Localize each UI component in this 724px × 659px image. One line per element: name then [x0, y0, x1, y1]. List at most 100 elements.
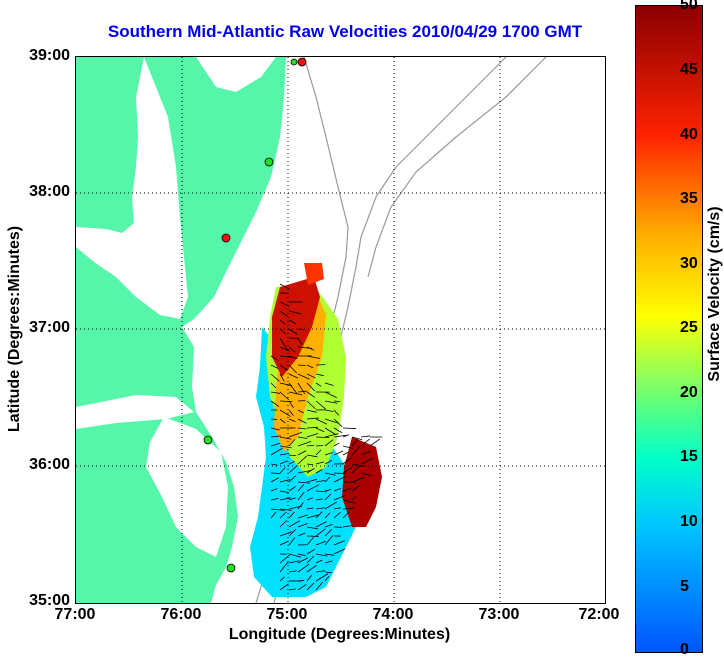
velocity-arrow	[297, 390, 307, 393]
velocity-arrow	[288, 511, 295, 519]
velocity-arrow	[306, 575, 313, 582]
velocity-arrow	[297, 400, 306, 402]
station-marker	[226, 563, 236, 573]
velocity-arrow	[279, 310, 288, 317]
velocity-arrow	[333, 409, 339, 416]
velocity-arrow	[342, 525, 353, 528]
velocity-arrow	[288, 486, 296, 492]
velocity-arrow	[288, 553, 302, 558]
velocity-arrow	[270, 373, 280, 382]
velocity-arrow	[306, 463, 314, 466]
velocity-arrow	[270, 355, 279, 361]
velocity-vectors	[270, 283, 383, 591]
velocity-arrow	[288, 520, 301, 528]
velocity-arrow	[279, 400, 293, 403]
velocity-arrow	[297, 557, 308, 564]
velocity-arrow	[315, 469, 323, 474]
velocity-arrow	[297, 553, 306, 557]
velocity-arrow	[333, 450, 344, 456]
velocity-arrow	[324, 535, 334, 546]
velocity-arrow	[306, 484, 320, 492]
velocity-arrow	[297, 514, 308, 519]
velocity-arrow	[288, 528, 297, 537]
station-marker	[297, 57, 307, 67]
colorbar-tick: 45	[680, 61, 698, 78]
velocity-arrow	[270, 497, 279, 501]
y-tick-label: 37:00	[29, 319, 70, 336]
velocity-arrow	[297, 328, 305, 331]
velocity-arrow	[270, 442, 281, 447]
velocity-arrow	[360, 438, 371, 447]
velocity-arrow	[315, 461, 325, 465]
velocity-arrow	[315, 436, 330, 438]
velocity-arrow	[333, 488, 341, 492]
velocity-arrow	[306, 355, 320, 359]
velocity-arrow	[279, 283, 290, 290]
velocity-arrow	[297, 436, 308, 439]
velocity-arrow	[279, 391, 290, 401]
velocity-arrow	[306, 467, 315, 474]
velocity-arrow	[288, 537, 296, 546]
velocity-arrow	[288, 560, 300, 564]
velocity-arrow	[324, 528, 333, 537]
velocity-field	[272, 277, 320, 377]
velocity-arrow	[333, 548, 346, 555]
x-tick-label: 73:00	[478, 606, 520, 623]
velocity-arrow	[297, 469, 312, 474]
velocity-arrow	[306, 507, 314, 510]
velocity-arrow	[315, 373, 324, 377]
velocity-arrow	[279, 364, 288, 371]
velocity-arrow	[279, 328, 286, 335]
velocity-arrow	[324, 493, 332, 501]
velocity-arrow	[270, 511, 277, 519]
velocity-arrow	[351, 445, 361, 456]
velocity-arrow	[351, 463, 366, 467]
velocity-arrow	[288, 461, 295, 465]
velocity-arrow	[306, 548, 316, 555]
velocity-arrow	[297, 382, 306, 395]
velocity-arrow	[279, 576, 285, 582]
velocity-arrow	[324, 553, 335, 556]
colorbar-tick: 30	[680, 255, 698, 272]
velocity-field	[342, 437, 382, 527]
x-tick-label: 76:00	[160, 606, 202, 623]
velocity-arrow	[333, 511, 341, 519]
colorbar-tick: 25	[680, 319, 698, 336]
velocity-arrow	[270, 435, 281, 438]
x-tick-label: 77:00	[54, 606, 96, 623]
velocity-arrow	[342, 434, 350, 438]
velocity-arrow	[270, 477, 279, 483]
velocity-arrow	[306, 382, 316, 392]
velocity-arrow	[279, 490, 289, 493]
velocity-arrow	[360, 472, 372, 477]
velocity-arrow	[333, 427, 343, 434]
velocity-arrow	[351, 495, 357, 501]
velocity-arrow	[297, 563, 310, 573]
velocity-arrow	[306, 426, 318, 429]
velocity-arrow	[288, 497, 296, 501]
velocity-arrow	[351, 438, 359, 447]
colorbar	[635, 5, 703, 653]
velocity-arrow	[270, 463, 278, 466]
velocity-arrow	[315, 382, 322, 387]
velocity-arrow	[306, 582, 315, 591]
velocity-arrow	[279, 409, 292, 417]
velocity-arrow	[315, 418, 327, 425]
velocity-arrow	[288, 418, 296, 422]
bathymetry-contour	[367, 57, 547, 278]
velocity-arrow	[315, 444, 324, 447]
velocity-arrow	[270, 364, 279, 369]
velocity-arrow	[342, 445, 353, 449]
velocity-arrow	[288, 570, 297, 573]
velocity-arrow	[297, 418, 307, 424]
station-marker	[203, 435, 213, 445]
map-plot-area	[75, 56, 606, 604]
velocity-arrow	[297, 532, 306, 537]
y-tick-label: 38:00	[29, 183, 70, 200]
velocity-arrow	[297, 484, 305, 492]
velocity-arrow	[315, 570, 326, 573]
velocity-arrow	[333, 418, 343, 427]
velocity-arrow	[270, 508, 285, 511]
velocity-arrow	[306, 400, 316, 410]
velocity-arrow	[288, 346, 296, 353]
